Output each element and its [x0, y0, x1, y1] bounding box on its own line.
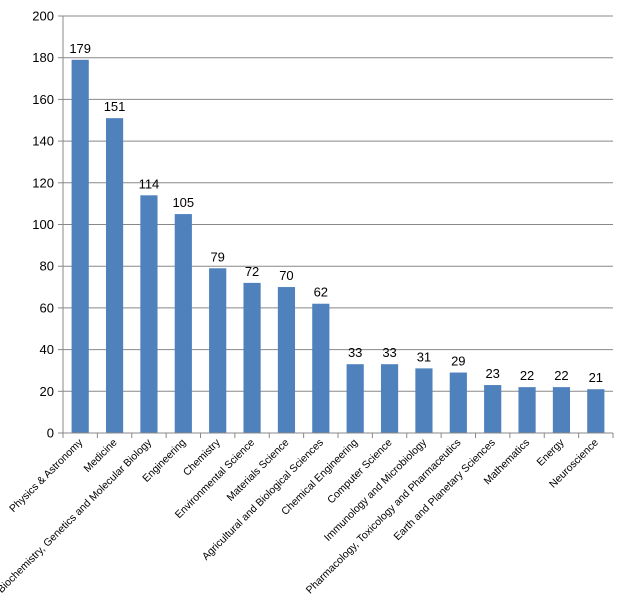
y-tick-label: 140	[32, 134, 54, 149]
data-label: 22	[520, 368, 534, 383]
data-label: 22	[554, 368, 568, 383]
bar	[587, 389, 605, 433]
y-tick-label: 40	[40, 342, 54, 357]
y-tick-label: 0	[47, 426, 54, 441]
category-label: Computer Science	[325, 437, 395, 507]
bar	[484, 385, 502, 433]
bars	[71, 59, 605, 433]
data-label: 105	[172, 195, 194, 210]
category-label: Physics & Astronomy	[7, 436, 86, 515]
bar	[277, 287, 296, 433]
bar	[415, 368, 433, 433]
y-tick-label: 80	[40, 259, 54, 274]
data-label: 21	[589, 370, 603, 385]
bar	[243, 282, 261, 433]
data-label: 79	[210, 249, 224, 264]
bar	[380, 364, 399, 433]
bar	[209, 268, 227, 433]
data-labels: 179 151 114 105 79 72 70 62 33 33 31 29 23 22 22 21	[69, 41, 603, 385]
bar	[140, 195, 158, 433]
bar	[449, 372, 467, 433]
data-label: 33	[348, 345, 362, 360]
category-label: Materials Science	[224, 437, 291, 504]
data-label: 179	[69, 41, 91, 56]
category-label: Biochemistry, Genetics and Molecular Bio…	[0, 436, 155, 595]
bar	[71, 59, 89, 433]
data-label: 62	[314, 285, 328, 300]
bar	[346, 364, 364, 433]
bar	[552, 387, 571, 433]
y-tick-label: 200	[32, 9, 54, 24]
y-tick-label: 180	[32, 50, 54, 65]
category-labels: Physics & AstronomyMedicineBiochemistry,…	[0, 436, 601, 596]
data-label: 151	[104, 99, 126, 114]
data-label: 114	[139, 176, 160, 191]
category-label: Energy	[535, 436, 568, 469]
data-label: 29	[451, 354, 465, 369]
data-label: 33	[382, 345, 396, 360]
bar	[518, 387, 536, 433]
y-tick-label: 60	[40, 300, 54, 315]
axes	[58, 15, 614, 438]
y-tick-label: 20	[40, 384, 54, 399]
y-tick-label: 120	[32, 175, 54, 190]
y-tick-label: 160	[32, 92, 54, 107]
bar	[105, 118, 124, 433]
data-label: 70	[279, 268, 293, 283]
bar	[312, 303, 330, 433]
data-label: 31	[417, 349, 431, 364]
data-label: 72	[245, 264, 259, 279]
y-tick-label: 100	[32, 217, 54, 232]
data-label: 23	[485, 366, 499, 381]
bar	[174, 214, 192, 433]
y-tick-labels: 0 20 40 60 80 100 120 140 160 180 200	[32, 9, 54, 441]
